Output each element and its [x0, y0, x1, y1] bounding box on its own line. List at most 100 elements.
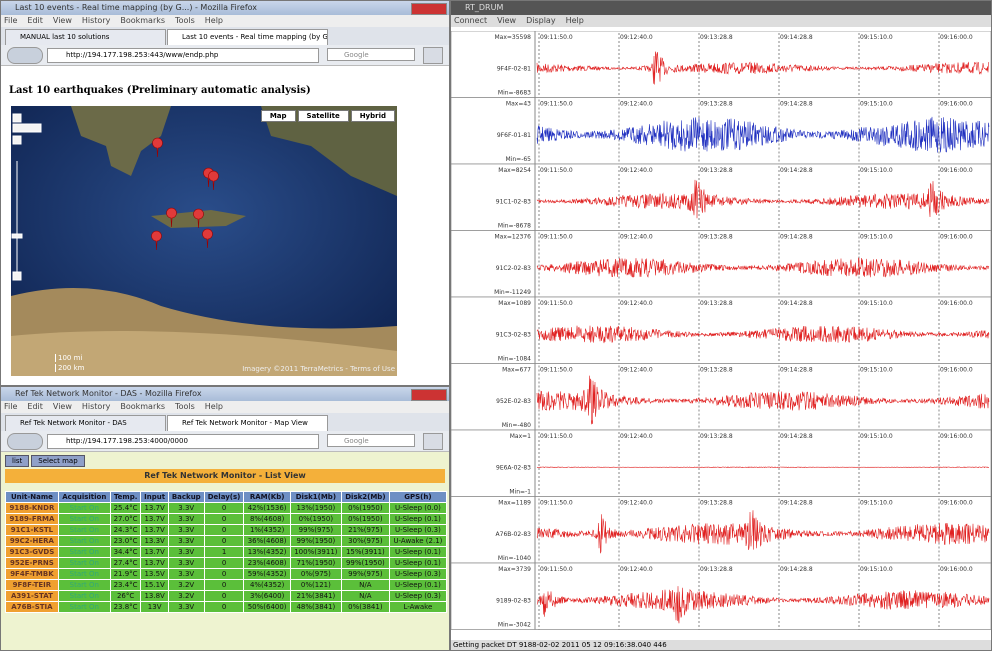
view-button[interactable]: list — [5, 455, 30, 467]
map-type-button[interactable]: Hybrid — [350, 110, 395, 122]
status-cell: 3.3V — [167, 502, 205, 514]
tab[interactable]: MANUAL last 10 solutions — [5, 29, 166, 45]
time-label: 09:13:28.8 — [700, 234, 733, 241]
status-cell: 0 — [203, 524, 245, 536]
time-label: 09:16:00.0 — [940, 566, 973, 573]
status-bar: Getting packet DT 9188-02-02 2011 05 12 … — [451, 640, 991, 650]
menu-item[interactable]: Bookmarks — [120, 16, 166, 25]
menu-item[interactable]: File — [4, 16, 18, 25]
status-cell: 3.3V — [167, 546, 205, 558]
tab[interactable]: Ref Tek Network Monitor - DAS — [5, 415, 166, 431]
status-cell: 26°C — [109, 590, 142, 602]
unit-row: 9188-KNDR Start On 25.4°C 13.7V 3.3V 0 42%(153… — [5, 502, 448, 514]
window-title: RT_DRUM — [465, 3, 504, 12]
status-cell: 27.0°C — [109, 513, 142, 525]
time-label: 09:12:40.0 — [620, 433, 653, 440]
status-cell: 0 — [203, 513, 245, 525]
time-label: 09:12:40.0 — [620, 34, 653, 41]
column-header: Temp. — [109, 491, 142, 503]
menu-item[interactable]: Edit — [27, 16, 43, 25]
status-cell: Start On — [57, 502, 111, 514]
unit-row: 91C1-KSTL Start On 24.3°C 13.7V 3.3V 0 1%(4352… — [5, 524, 448, 536]
channel-name: 91C1-02-83 — [496, 198, 531, 205]
menu-item[interactable]: Display — [526, 16, 556, 25]
window-title: Ref Tek Network Monitor - DAS - Mozilla … — [15, 389, 202, 398]
status-cell: 23.4°C — [109, 579, 142, 591]
menu-item[interactable]: View — [52, 402, 72, 411]
status-cell: 13.7V — [140, 513, 169, 525]
tab[interactable]: Ref Tek Network Monitor - Map View — [167, 415, 328, 431]
window-controls[interactable] — [411, 389, 447, 401]
time-label: 09:14:28.8 — [780, 500, 813, 507]
time-label: 09:15:10.0 — [860, 234, 893, 241]
status-cell: 3.2V — [167, 590, 205, 602]
window-title: Last 10 events - Real time mapping (by G… — [15, 3, 258, 12]
channel-max: Max=35598 — [494, 34, 531, 41]
time-label: 09:11:50.0 — [540, 367, 573, 374]
menu-item[interactable]: Help — [204, 16, 224, 25]
search-box[interactable]: Google — [327, 48, 415, 61]
channel-min: Min=-1 — [509, 489, 531, 496]
view-button[interactable]: Select map — [31, 455, 85, 467]
menu-item[interactable]: History — [81, 16, 111, 25]
status-cell: 50%(6400) — [243, 601, 291, 613]
status-cell: U-Sleep (0.3) — [388, 524, 448, 536]
status-cell: 0%(3841) — [340, 601, 390, 613]
url-bar[interactable]: http://194.177.198.253:443/www/endp.php — [47, 48, 319, 63]
time-label: 09:11:50.0 — [540, 433, 573, 440]
menu-item[interactable]: Help — [204, 402, 224, 411]
menu-item[interactable]: Edit — [27, 402, 43, 411]
waveform-trace — [536, 510, 990, 554]
time-label: 09:13:28.8 — [700, 300, 733, 307]
menu-item[interactable]: View — [52, 16, 72, 25]
column-header: GPS(h) — [388, 491, 448, 503]
status-cell: U-Awake (2.1) — [388, 535, 448, 547]
menu-item[interactable]: Help — [565, 16, 584, 25]
map-type-button[interactable]: Map — [260, 110, 296, 122]
status-cell: 0%(975) — [289, 568, 342, 580]
back-forward[interactable] — [7, 47, 43, 64]
status-cell: 59%(4352) — [243, 568, 291, 580]
time-label: 09:15:10.0 — [860, 367, 893, 374]
tab[interactable]: Last 10 events - Real time mapping (by G… — [167, 29, 328, 45]
channel-name: 9F6F-01-81 — [497, 132, 531, 139]
menu-item[interactable]: Tools — [175, 16, 195, 25]
tab-strip: Ref Tek Network Monitor - DAS Ref Tek Net… — [1, 413, 449, 431]
home-button[interactable] — [423, 47, 443, 64]
time-label: 09:14:28.8 — [780, 566, 813, 573]
time-label: 09:12:40.0 — [620, 367, 653, 374]
menu-item[interactable]: File — [4, 402, 18, 411]
status-cell: 3.3V — [167, 568, 205, 580]
status-cell: 0 — [203, 568, 245, 580]
status-cell: 24.3°C — [109, 524, 142, 536]
waveform-trace — [536, 51, 990, 85]
channel-min: Min=-1084 — [498, 356, 531, 363]
channel-max: Max=12376 — [494, 234, 531, 241]
menu-item[interactable]: Tools — [175, 402, 195, 411]
channel-min: Min=-8683 — [498, 90, 531, 97]
menu-item[interactable]: View — [497, 16, 517, 25]
status-cell: U-Sleep (0.3) — [388, 568, 448, 580]
status-cell: 36%(4608) — [243, 535, 291, 547]
status-cell: Start On — [57, 546, 111, 558]
channel-name: A76B-02-83 — [496, 531, 532, 538]
map-browser-window: Last 10 events - Real time mapping (by G… — [0, 0, 450, 386]
back-forward[interactable] — [7, 433, 43, 450]
view-buttons: list Select map — [1, 455, 449, 467]
menu-item[interactable]: History — [81, 402, 111, 411]
time-label: 09:16:00.0 — [940, 167, 973, 174]
window-controls[interactable] — [411, 3, 447, 15]
time-label: 09:15:10.0 — [860, 34, 893, 41]
home-button[interactable] — [423, 433, 443, 450]
unit-table: Unit-Name Acquisition Temp. Input Backup Dela… — [5, 491, 448, 613]
menu-item[interactable]: Bookmarks — [120, 402, 166, 411]
time-label: 09:15:10.0 — [860, 500, 893, 507]
status-cell: 71%(1950) — [289, 557, 342, 569]
status-cell: 3.3V — [167, 524, 205, 536]
status-cell: 25.4°C — [109, 502, 142, 514]
time-label: 09:14:28.8 — [780, 34, 813, 41]
search-box[interactable]: Google — [327, 434, 415, 447]
url-bar[interactable]: http://194.177.198.253:4000/0000 — [47, 434, 319, 449]
menu-item[interactable]: Connect — [454, 16, 488, 25]
map-type-button[interactable]: Satellite — [297, 110, 349, 122]
